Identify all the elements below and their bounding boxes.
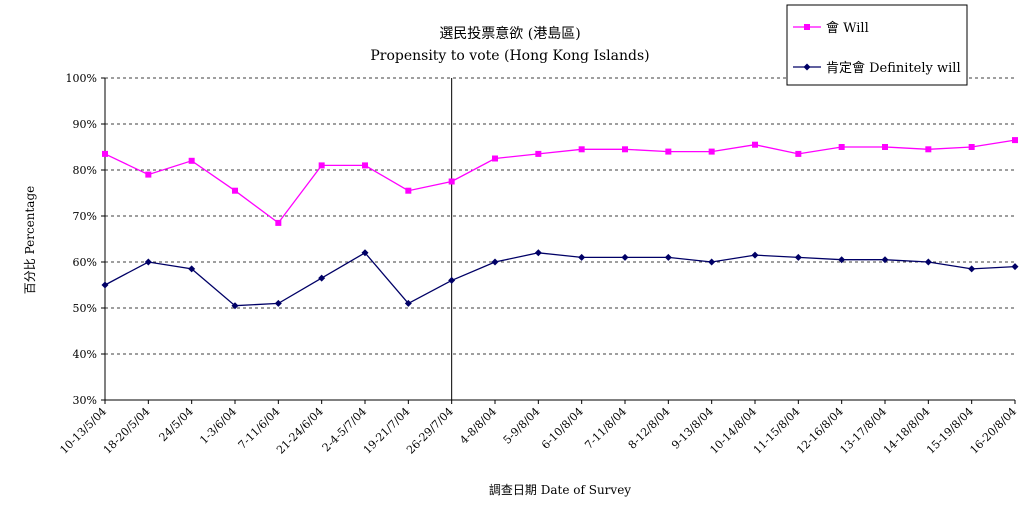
- legend-label-will: 會 Will: [826, 21, 869, 36]
- series-line-0: [104, 139, 1016, 224]
- x-tick-label: 21-24/6/04: [274, 405, 326, 457]
- data-point: [622, 146, 628, 153]
- data-point: [881, 256, 889, 264]
- legend: 會 Will 肯定會 Definitely will: [786, 4, 968, 86]
- data-point: [318, 162, 325, 169]
- y-tick-label: 40%: [73, 348, 97, 361]
- data-point: [275, 219, 282, 226]
- data-point: [405, 187, 412, 194]
- data-point: [362, 162, 368, 169]
- chart-subtitle: Propensity to vote (Hong Kong Islands): [370, 48, 649, 64]
- data-point: [101, 281, 109, 289]
- y-tick-label: 70%: [73, 210, 97, 223]
- data-point: [188, 157, 195, 164]
- series-line-1: [104, 251, 1016, 307]
- data-point: [1011, 263, 1019, 271]
- x-tick-label: 8-12/8/04: [626, 405, 673, 452]
- data-point: [448, 276, 456, 284]
- series: [101, 137, 1019, 310]
- data-point: [925, 146, 932, 153]
- data-point: [794, 253, 802, 261]
- data-point: [838, 144, 845, 150]
- data-point: [492, 155, 498, 162]
- x-tick-label: 6-10/8/04: [539, 405, 586, 452]
- data-point: [752, 141, 758, 148]
- x-tick-label: 16-20/8/04: [967, 405, 1019, 457]
- data-point: [145, 171, 152, 178]
- x-tick-label: 24/5/04: [157, 405, 196, 444]
- data-point: [795, 150, 802, 157]
- x-tick-label: 26-29/7/04: [404, 405, 456, 457]
- x-tick-label: 4-8/8/04: [457, 405, 499, 447]
- data-point: [231, 302, 239, 310]
- x-axis-label: 調查日期 Date of Survey: [489, 483, 631, 497]
- data-point: [708, 148, 715, 155]
- data-point: [664, 253, 672, 261]
- data-point: [274, 299, 282, 307]
- x-tick-label: 1-3/6/04: [197, 405, 239, 447]
- data-point: [751, 251, 759, 259]
- x-tick-label: 7-11/8/04: [582, 405, 629, 452]
- data-point: [838, 256, 846, 264]
- y-tick-label: 80%: [73, 164, 97, 177]
- data-point: [578, 146, 585, 153]
- data-point: [535, 150, 542, 157]
- y-axis-label: 百分比 Percentage: [23, 186, 37, 295]
- data-point: [491, 258, 499, 266]
- data-point: [578, 253, 586, 261]
- data-point: [404, 299, 412, 307]
- data-point: [968, 144, 975, 150]
- legend-marker-will: [804, 24, 810, 30]
- y-tick-label: 90%: [73, 118, 97, 131]
- data-point: [1012, 137, 1018, 144]
- legend-box: [786, 4, 968, 86]
- x-tick-label: 9-13/8/04: [669, 405, 716, 452]
- axes: [101, 77, 1016, 404]
- data-point: [102, 150, 108, 157]
- legend-marker-definitely-will: [803, 63, 811, 71]
- x-tick-label: 18-20/5/04: [101, 405, 153, 457]
- grid-lines: [105, 77, 1015, 355]
- data-point: [361, 249, 369, 257]
- data-point: [448, 178, 455, 185]
- data-point: [968, 265, 976, 273]
- data-point: [924, 258, 932, 266]
- data-point: [882, 144, 888, 150]
- y-tick-labels: 30% 40% 50% 60% 70% 80% 90% 100%: [66, 72, 97, 407]
- legend-label-definitely-will: 肯定會 Definitely will: [826, 61, 961, 76]
- x-tick-label: 5-9/8/04: [501, 405, 543, 447]
- x-tick-label: 7-11/6/04: [236, 405, 283, 452]
- data-point: [188, 265, 196, 273]
- y-tick-label: 50%: [73, 302, 97, 315]
- data-point: [534, 249, 542, 257]
- data-point: [665, 148, 672, 155]
- data-point: [232, 187, 238, 194]
- data-point: [708, 258, 716, 266]
- data-point: [318, 274, 326, 282]
- chart-title: 選民投票意欲 (港島區): [439, 25, 580, 42]
- y-tick-label: 30%: [73, 394, 97, 407]
- y-tick-label: 60%: [73, 256, 97, 269]
- y-tick-label: 100%: [66, 72, 97, 85]
- data-point: [144, 258, 152, 266]
- data-point: [621, 253, 629, 261]
